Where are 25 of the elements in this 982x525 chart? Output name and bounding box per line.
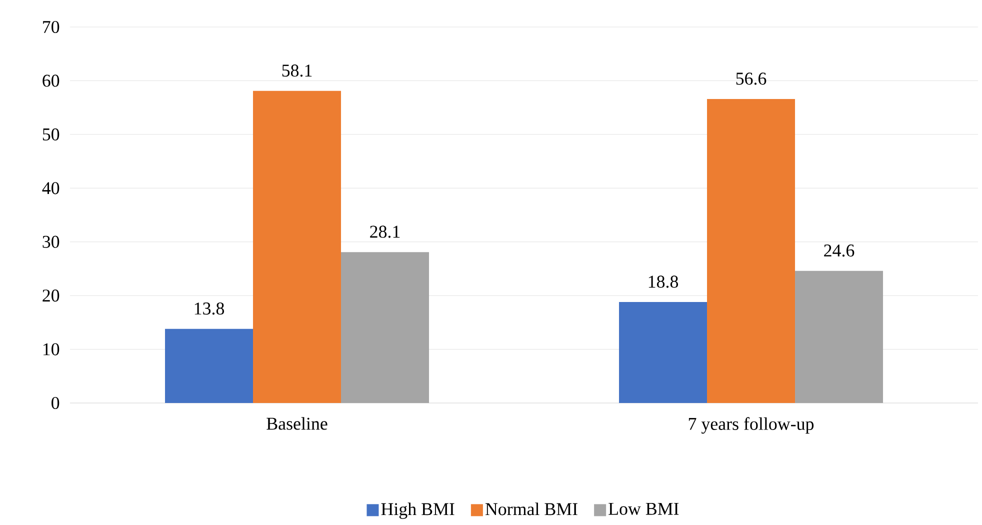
- bar: [341, 252, 430, 403]
- data-label: 56.6: [736, 72, 766, 85]
- y-tick-label: 0: [52, 396, 60, 410]
- bar: [619, 302, 708, 403]
- bar: [165, 328, 254, 403]
- bar: [707, 98, 796, 403]
- x-tick-label: 7 years follow-up: [688, 417, 814, 434]
- data-label: 58.1: [282, 64, 312, 77]
- data-label: 28.1: [370, 226, 400, 238]
- y-tick-label: 60: [42, 74, 60, 87]
- y-tick-label: 50: [42, 128, 60, 140]
- data-label: 18.8: [648, 276, 678, 288]
- y-tick-label: 70: [43, 20, 60, 34]
- y-tick-label: 20: [42, 290, 60, 302]
- x-tick-label: Baseline: [266, 417, 328, 430]
- y-tick-label: 10: [43, 343, 60, 356]
- data-label: 13.8: [194, 302, 224, 315]
- legend-label: Normal BMI: [485, 502, 578, 516]
- legend-label: Low BMI: [608, 502, 679, 515]
- bar: [795, 270, 884, 403]
- legend-label: High BMI: [381, 502, 454, 519]
- bar: [253, 90, 342, 403]
- data-label: 24.6: [824, 244, 854, 257]
- y-tick-label: 30: [42, 236, 60, 248]
- y-tick-label: 40: [42, 182, 60, 194]
